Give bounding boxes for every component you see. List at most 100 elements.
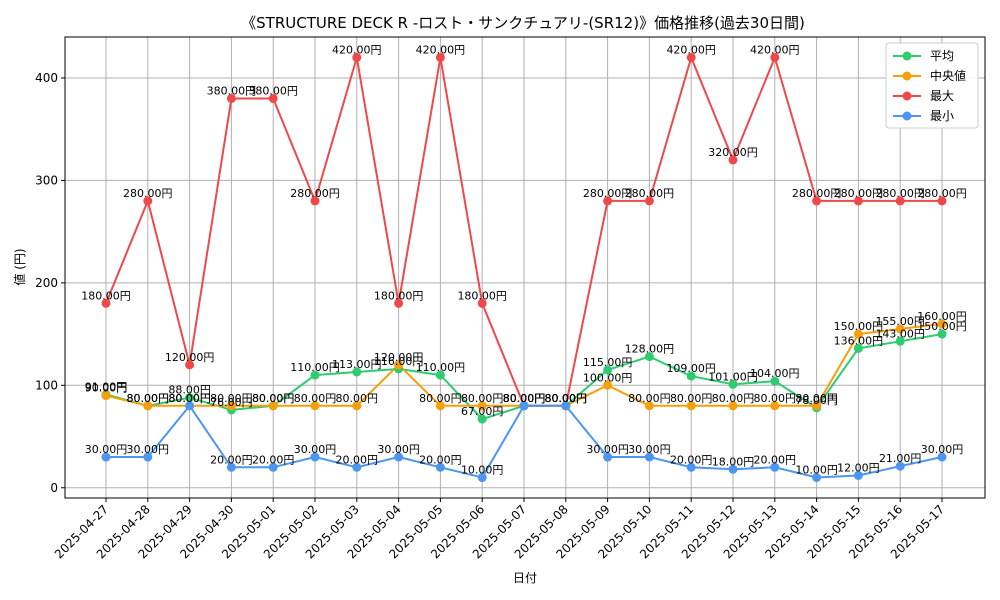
data-label: 100.00円 <box>583 371 633 384</box>
data-label: 109.00円 <box>666 362 716 375</box>
data-label: 101.00円 <box>708 370 758 383</box>
data-label: 120.00円 <box>165 351 215 364</box>
data-label: 80.00円 <box>210 392 253 405</box>
data-label: 20.00円 <box>670 453 713 466</box>
data-label: 116.00円 <box>374 355 424 368</box>
data-label: 30.00円 <box>294 443 337 456</box>
data-point <box>185 393 195 403</box>
data-point <box>394 298 404 308</box>
data-point <box>226 93 236 103</box>
data-label: 30.00円 <box>921 443 964 456</box>
data-point <box>477 298 487 308</box>
data-label: 420.00円 <box>416 43 466 56</box>
data-point <box>603 452 613 462</box>
data-point <box>644 352 654 362</box>
data-label: 80.00円 <box>503 392 546 405</box>
data-label: 90.00円 <box>85 382 128 395</box>
data-label: 20.00円 <box>336 453 379 466</box>
data-label: 20.00円 <box>210 453 253 466</box>
series-group <box>101 52 947 483</box>
data-point <box>686 462 696 472</box>
data-point <box>310 196 320 206</box>
data-label: 280.00円 <box>834 187 884 200</box>
data-point <box>728 379 738 389</box>
data-point <box>644 196 654 206</box>
data-label: 76.00円 <box>210 396 253 409</box>
data-point <box>853 343 863 353</box>
data-label: 78.00円 <box>795 394 838 407</box>
data-label: 67.00円 <box>461 405 504 418</box>
data-label: 80.00円 <box>503 392 546 405</box>
data-label: 380.00円 <box>248 84 298 97</box>
data-label: 280.00円 <box>583 187 633 200</box>
data-label: 420.00円 <box>750 43 800 56</box>
data-label: 80.00円 <box>545 392 588 405</box>
data-label: 30.00円 <box>586 443 629 456</box>
data-label: 30.00円 <box>85 443 128 456</box>
data-point <box>185 401 195 411</box>
data-point <box>143 401 153 411</box>
legend-marker <box>902 71 912 81</box>
data-point <box>268 401 278 411</box>
data-label: 180.00円 <box>457 289 507 302</box>
data-point <box>937 329 947 339</box>
data-label: 30.00円 <box>628 443 671 456</box>
data-label: 30.00円 <box>127 443 170 456</box>
data-point <box>853 329 863 339</box>
grid-lines <box>65 37 985 498</box>
data-label: 21.00円 <box>879 452 922 465</box>
data-point <box>268 93 278 103</box>
data-label: 80.00円 <box>712 392 755 405</box>
data-point <box>686 371 696 381</box>
data-label: 120.00円 <box>374 351 424 364</box>
data-point <box>435 370 445 380</box>
data-point <box>310 370 320 380</box>
data-label: 20.00円 <box>419 453 462 466</box>
data-label: 20.00円 <box>252 453 295 466</box>
data-point <box>519 401 529 411</box>
data-point <box>435 462 445 472</box>
legend-marker <box>902 111 912 121</box>
data-label: 150.00円 <box>917 320 967 333</box>
data-label: 88.00円 <box>168 384 211 397</box>
data-label: 180.00円 <box>374 289 424 302</box>
data-point <box>268 462 278 472</box>
data-label: 155.00円 <box>875 315 925 328</box>
data-label: 280.00円 <box>290 187 340 200</box>
y-tick-label: 0 <box>50 481 58 495</box>
data-label: 80.00円 <box>628 392 671 405</box>
data-point <box>561 401 571 411</box>
data-label: 80.00円 <box>252 392 295 405</box>
data-point <box>603 196 613 206</box>
data-point <box>686 52 696 62</box>
data-label: 80.00円 <box>336 392 379 405</box>
data-label: 80.00円 <box>754 392 797 405</box>
data-label: 143.00円 <box>875 327 925 340</box>
data-label: 110.00円 <box>290 361 340 374</box>
data-point <box>937 452 947 462</box>
data-point <box>853 470 863 480</box>
legend-label: 最大 <box>930 89 954 103</box>
data-point <box>435 401 445 411</box>
data-point <box>435 52 445 62</box>
legend-label: 平均 <box>930 49 954 63</box>
legend-box <box>885 42 979 129</box>
data-point <box>477 401 487 411</box>
data-point <box>937 319 947 329</box>
data-label: 80.00円 <box>168 392 211 405</box>
data-label: 91.00円 <box>85 381 128 394</box>
data-point <box>895 336 905 346</box>
data-label: 80.00円 <box>545 392 588 405</box>
y-tick-label: 200 <box>35 276 58 290</box>
data-point <box>644 452 654 462</box>
data-point <box>728 401 738 411</box>
data-point <box>310 452 320 462</box>
y-axis: 0 100 200 300 400 <box>35 71 65 495</box>
data-label: 80.00円 <box>294 392 337 405</box>
data-label: 80.00円 <box>670 392 713 405</box>
y-tick-label: 400 <box>35 71 58 85</box>
data-label: 80.00円 <box>127 392 170 405</box>
data-point <box>477 414 487 424</box>
data-label: 280.00円 <box>625 187 675 200</box>
